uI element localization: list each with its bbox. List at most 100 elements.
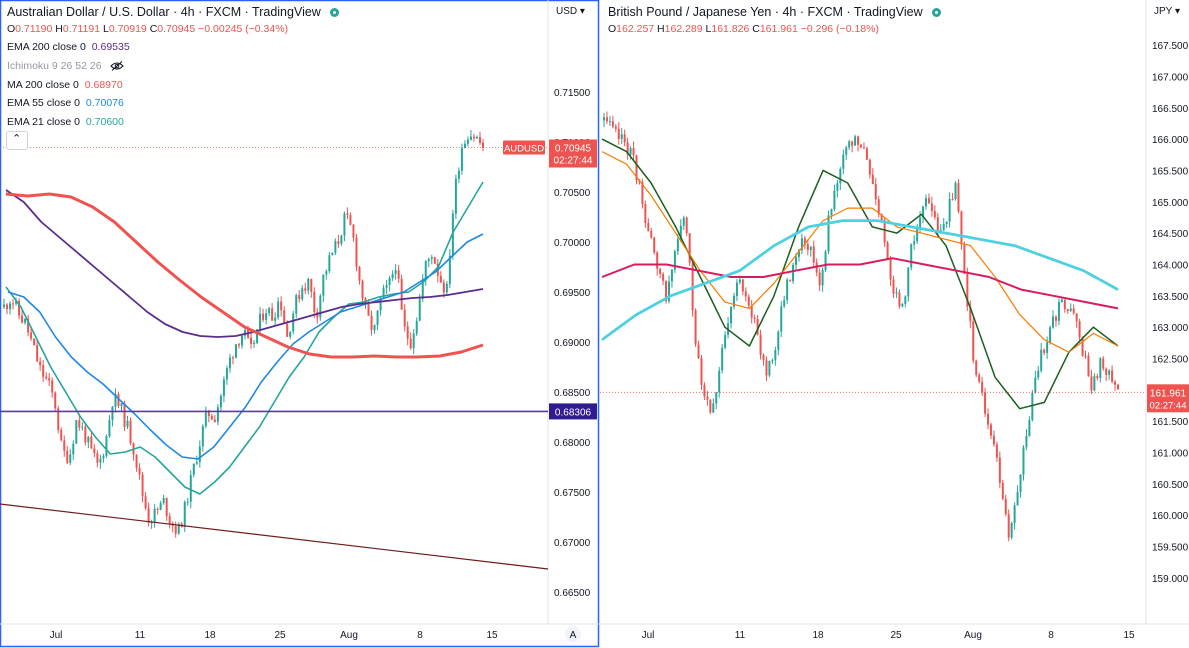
- candle: [676, 233, 679, 256]
- candle-body: [463, 143, 466, 149]
- candle: [328, 251, 331, 274]
- candle: [682, 215, 685, 230]
- candle-body: [102, 456, 105, 459]
- candle-body: [839, 168, 842, 184]
- candle: [292, 310, 295, 335]
- candle-body: [1028, 420, 1031, 436]
- candle: [376, 310, 379, 331]
- candle: [659, 267, 662, 279]
- candle: [42, 360, 45, 383]
- candle: [186, 497, 189, 506]
- candle: [277, 297, 280, 320]
- candle: [963, 241, 966, 275]
- candle: [30, 327, 33, 342]
- candle-body: [797, 250, 800, 257]
- candle-body: [448, 255, 451, 284]
- candle-body: [880, 214, 883, 220]
- candle: [231, 355, 234, 365]
- candle-body: [777, 331, 780, 350]
- candle-body: [274, 317, 277, 321]
- indicator-ichimoku[interactable]: Ichimoku 9 26 52 26: [7, 60, 125, 72]
- candle: [904, 295, 907, 308]
- candle-body: [1081, 337, 1084, 356]
- candle: [379, 297, 382, 316]
- candle-body: [228, 357, 231, 369]
- candle-body: [626, 142, 629, 155]
- candle-body: [210, 416, 213, 420]
- candle: [108, 415, 111, 438]
- candle-body: [800, 238, 803, 251]
- price-tick-label: 0.67000: [554, 538, 591, 549]
- candle-body: [948, 199, 951, 222]
- candle-body: [376, 310, 379, 326]
- candle-body: [84, 426, 87, 443]
- candle-body: [972, 321, 975, 361]
- candle-body: [848, 141, 851, 148]
- candle: [265, 308, 268, 325]
- candle: [650, 227, 653, 239]
- price-tick-label: 164.500: [1152, 229, 1189, 240]
- candle-body: [774, 349, 777, 361]
- candle-body: [457, 170, 460, 179]
- candle-body: [945, 221, 948, 224]
- candle-body: [860, 144, 862, 148]
- candle-body: [123, 403, 126, 427]
- candle: [777, 330, 780, 356]
- candle-body: [679, 225, 682, 240]
- candle: [700, 354, 703, 391]
- candle-body: [349, 215, 352, 225]
- candle-body: [623, 134, 626, 143]
- hidden-eye-icon[interactable]: [110, 61, 125, 72]
- candle: [901, 303, 904, 308]
- candle-body: [289, 331, 292, 337]
- time-tick-label: 8: [417, 630, 423, 641]
- candle: [939, 224, 942, 232]
- candle: [886, 240, 889, 261]
- symbol-name: British Pound / Japanese Yen: [608, 5, 772, 19]
- candle: [445, 281, 448, 296]
- candle: [771, 358, 774, 364]
- candle: [715, 391, 718, 410]
- candle-body: [975, 360, 978, 375]
- candle: [966, 267, 969, 312]
- candle: [334, 238, 337, 255]
- candle: [774, 346, 777, 366]
- indicator-ema55[interactable]: EMA 55 close 0 0.70076: [7, 97, 124, 109]
- candle: [1004, 494, 1007, 517]
- candle-body: [120, 403, 123, 406]
- price-tick-label: 164.000: [1152, 260, 1189, 271]
- indicator-ma200[interactable]: MA 200 close 0 0.68970: [7, 79, 123, 91]
- indicator-ema21[interactable]: EMA 21 close 0 0.70600: [7, 116, 124, 128]
- candle-body: [69, 454, 72, 463]
- candle: [836, 179, 839, 198]
- candle-body: [268, 308, 271, 314]
- candle-body: [960, 211, 963, 245]
- candle-body: [641, 181, 644, 205]
- candle: [762, 353, 765, 366]
- candle-body: [827, 215, 830, 252]
- candle-body: [697, 344, 700, 358]
- indicator-ema200[interactable]: EMA 200 close 0 0.69535: [7, 41, 130, 53]
- candle-body: [768, 361, 771, 376]
- ticker-text: AUDUSD: [504, 144, 544, 155]
- candle: [673, 249, 676, 274]
- audusd-chart[interactable]: 0.715000.710000.705000.700000.695000.690…: [0, 0, 600, 648]
- candle-body: [72, 443, 75, 455]
- candle: [475, 135, 478, 140]
- candle-body: [1066, 309, 1069, 311]
- candle-body: [99, 458, 102, 463]
- candle-body: [343, 213, 346, 236]
- candle: [204, 406, 207, 429]
- candle: [945, 221, 948, 229]
- candle: [391, 270, 394, 282]
- candle-body: [605, 117, 608, 122]
- candle: [427, 257, 430, 268]
- collapse-legend-button[interactable]: ⌃: [6, 131, 28, 150]
- candle: [36, 339, 39, 363]
- candle: [907, 267, 910, 302]
- candle: [930, 196, 933, 217]
- candle-body: [865, 148, 868, 160]
- gbpjpy-chart[interactable]: 167.500 167.000 166.500 166.000 165.500 165.0…: [600, 0, 1189, 648]
- candle-body: [159, 503, 162, 510]
- candle-body: [1019, 474, 1022, 493]
